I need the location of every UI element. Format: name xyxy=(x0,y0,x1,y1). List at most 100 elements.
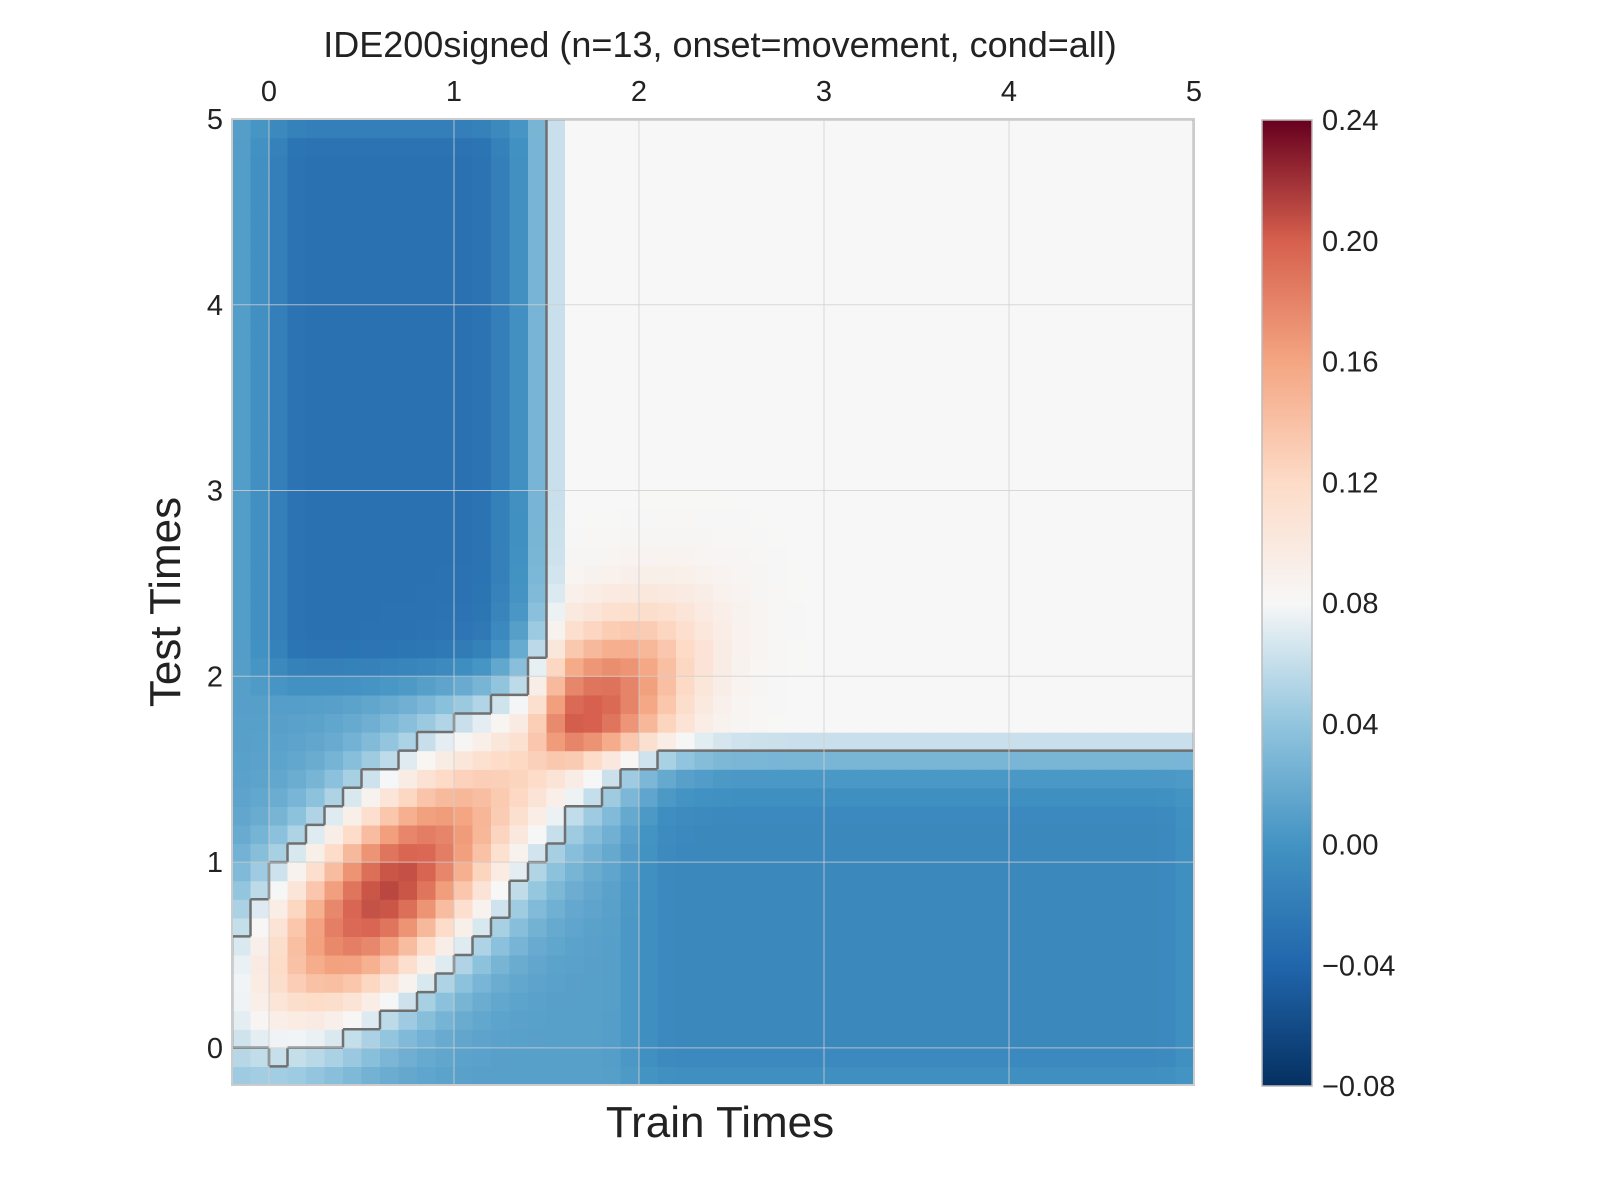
heatmap-cell xyxy=(676,862,696,882)
heatmap-cell xyxy=(1138,379,1158,399)
heatmap-cell xyxy=(713,379,733,399)
heatmap-cell xyxy=(787,899,807,919)
heatmap-cell xyxy=(1138,471,1158,492)
heatmap-cell xyxy=(509,620,529,640)
heatmap-cell xyxy=(898,174,918,194)
heatmap-cell xyxy=(306,843,326,863)
heatmap-cell xyxy=(953,267,973,287)
heatmap-cell xyxy=(232,397,252,417)
heatmap-cell xyxy=(1046,156,1066,176)
heatmap-cell xyxy=(1009,323,1029,343)
heatmap-cell xyxy=(306,453,326,473)
heatmap-cell xyxy=(1064,546,1084,566)
heatmap-cell xyxy=(269,769,289,789)
heatmap-cell xyxy=(898,416,918,436)
heatmap-cell xyxy=(916,917,936,937)
heatmap-cell xyxy=(1027,434,1047,454)
heatmap-cell xyxy=(639,657,659,677)
heatmap-cell xyxy=(509,490,529,510)
heatmap-cell xyxy=(1009,583,1029,603)
heatmap-cell xyxy=(380,471,400,492)
heatmap-cell xyxy=(454,471,474,492)
heatmap-cell xyxy=(306,434,326,454)
heatmap-cell xyxy=(398,676,418,696)
heatmap-cell xyxy=(602,732,622,752)
heatmap-cell xyxy=(380,862,400,882)
heatmap-cell xyxy=(324,880,344,900)
heatmap-cell xyxy=(1120,862,1140,882)
heatmap-cell xyxy=(565,193,585,213)
heatmap-cell xyxy=(1138,936,1158,956)
heatmap-cell xyxy=(565,323,585,343)
heatmap-cell xyxy=(694,137,714,157)
heatmap-cell xyxy=(1120,230,1140,250)
heatmap-cell xyxy=(1027,564,1047,585)
heatmap-cell xyxy=(694,230,714,250)
heatmap-cell xyxy=(491,1010,511,1030)
heatmap-cell xyxy=(861,694,881,715)
heatmap-cell xyxy=(269,1010,289,1030)
heatmap-cell xyxy=(1101,546,1121,566)
heatmap-cell xyxy=(380,323,400,343)
heatmap-cell xyxy=(232,249,252,269)
heatmap-cell xyxy=(250,119,270,139)
heatmap-cell xyxy=(361,490,381,510)
heatmap-cell xyxy=(731,564,751,585)
heatmap-cell xyxy=(380,824,400,845)
heatmap-cell xyxy=(1064,119,1084,139)
heatmap-cell xyxy=(935,546,955,566)
heatmap-cell xyxy=(1009,750,1029,770)
heatmap-cell xyxy=(842,471,862,492)
heatmap-cell xyxy=(657,936,677,956)
heatmap-cell xyxy=(879,137,899,157)
heatmap-cell xyxy=(509,434,529,454)
heatmap-cell xyxy=(1175,973,1194,993)
heatmap-cell xyxy=(1101,992,1121,1012)
heatmap-cell xyxy=(1046,750,1066,770)
heatmap-cell xyxy=(343,397,363,417)
heatmap-cell xyxy=(935,360,955,380)
heatmap-cell xyxy=(417,490,437,510)
heatmap-cell xyxy=(1175,286,1194,306)
heatmap-cell xyxy=(287,397,307,417)
heatmap-cell xyxy=(676,509,696,529)
heatmap-cell xyxy=(694,416,714,436)
heatmap-cell xyxy=(898,824,918,845)
heatmap-cell xyxy=(232,973,252,993)
heatmap-cell xyxy=(1009,527,1029,547)
heatmap-cell xyxy=(972,230,992,250)
heatmap-cell xyxy=(269,917,289,937)
heatmap-cell xyxy=(972,880,992,900)
heatmap-cell xyxy=(750,880,770,900)
heatmap-cell xyxy=(1175,899,1194,919)
heatmap-cell xyxy=(361,453,381,473)
heatmap-cell xyxy=(343,1047,363,1068)
heatmap-cell xyxy=(287,620,307,640)
heatmap-cell xyxy=(676,286,696,306)
heatmap-cell xyxy=(343,1029,363,1049)
heatmap-cell xyxy=(694,713,714,733)
heatmap-cell xyxy=(361,509,381,529)
heatmap-cell xyxy=(546,509,566,529)
heatmap-cell xyxy=(250,899,270,919)
heatmap-cell xyxy=(343,806,363,826)
heatmap-cell xyxy=(898,323,918,343)
heatmap-cell xyxy=(713,750,733,770)
heatmap-cell xyxy=(1101,174,1121,194)
heatmap-cell xyxy=(805,583,825,603)
heatmap-cell xyxy=(454,602,474,622)
heatmap-cell xyxy=(1009,471,1029,492)
heatmap-cell xyxy=(250,917,270,937)
heatmap-cell xyxy=(1157,880,1177,900)
heatmap-cell xyxy=(879,899,899,919)
heatmap-cell xyxy=(824,416,844,436)
heatmap-cell xyxy=(343,750,363,770)
heatmap-cell xyxy=(953,174,973,194)
heatmap-cell xyxy=(472,249,492,269)
heatmap-cell xyxy=(861,787,881,807)
heatmap-cell xyxy=(454,397,474,417)
heatmap-cell xyxy=(306,917,326,937)
heatmap-cell xyxy=(1157,360,1177,380)
heatmap-cell xyxy=(676,732,696,752)
heatmap-cell xyxy=(509,936,529,956)
